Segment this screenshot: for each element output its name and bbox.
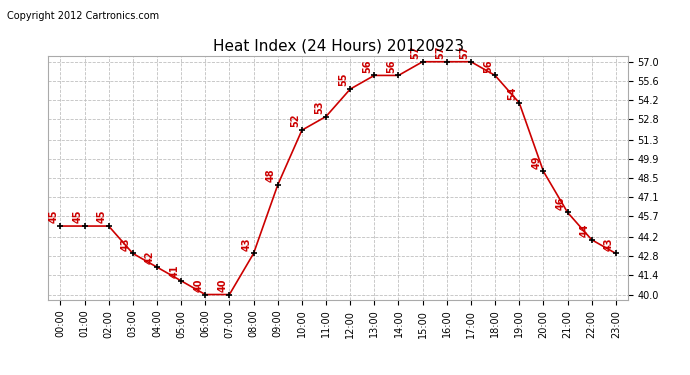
Text: 53: 53 (314, 100, 324, 114)
Text: 46: 46 (555, 196, 566, 210)
Text: 52: 52 (290, 114, 300, 128)
Text: 43: 43 (241, 237, 252, 250)
Text: 40: 40 (193, 278, 204, 292)
Text: 48: 48 (266, 169, 276, 182)
Text: 55: 55 (338, 73, 348, 86)
Text: 44: 44 (580, 224, 590, 237)
Text: 54: 54 (507, 87, 518, 100)
Text: 57: 57 (459, 45, 469, 59)
Text: 57: 57 (411, 45, 421, 59)
Text: 41: 41 (169, 264, 179, 278)
Text: 43: 43 (604, 237, 614, 250)
Text: 57: 57 (435, 45, 445, 59)
Text: 42: 42 (145, 251, 155, 264)
Title: Heat Index (24 Hours) 20120923: Heat Index (24 Hours) 20120923 (213, 39, 464, 54)
Text: 43: 43 (121, 237, 131, 250)
Text: 56: 56 (362, 59, 373, 73)
Text: Copyright 2012 Cartronics.com: Copyright 2012 Cartronics.com (7, 11, 159, 21)
Text: 56: 56 (386, 59, 397, 73)
Text: 49: 49 (531, 155, 542, 168)
Text: 45: 45 (48, 210, 59, 223)
Text: 45: 45 (72, 210, 83, 223)
Text: Temperature (°F): Temperature (°F) (522, 28, 630, 38)
Text: 56: 56 (483, 59, 493, 73)
Text: 40: 40 (217, 278, 228, 292)
Text: 45: 45 (97, 210, 107, 223)
